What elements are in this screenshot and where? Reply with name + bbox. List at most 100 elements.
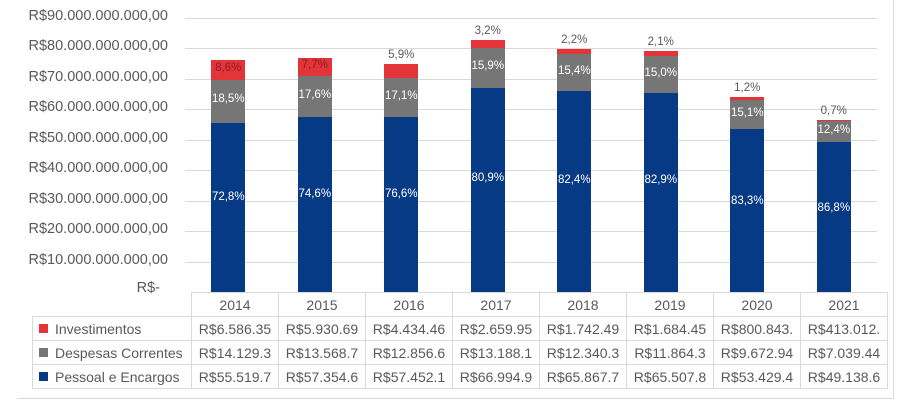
bar-segment-despesas-correntes-2019 (643, 56, 678, 93)
bar-segment-investimentos-2015 (297, 58, 332, 77)
bar-segment-pessoal-e-encargos-2014 (211, 122, 246, 292)
table-cell: R$5.930.69 (278, 316, 366, 341)
data-label: 18,5% (211, 93, 245, 106)
gridline (185, 18, 877, 19)
y-tick-label: R$80.000.000.000,00 (28, 38, 169, 55)
data-label: 15,1% (730, 106, 764, 119)
bar-segment-pessoal-e-encargos-2019 (643, 92, 678, 292)
gridline (185, 48, 877, 49)
bar-segment-pessoal-e-encargos-2017 (470, 88, 505, 292)
data-label: 74,6% (298, 187, 332, 200)
data-label: 2,1% (647, 36, 674, 49)
legend-label: Pessoal e Encargos (55, 368, 180, 385)
x-tick-label: 2021 (800, 292, 888, 317)
table-cell: R$49.138.6 (800, 364, 888, 389)
data-label: 15,9% (471, 59, 505, 72)
table-cell: R$13.188.1 (452, 340, 540, 365)
data-label: 15,0% (644, 66, 678, 79)
bar-segment-investimentos-2018 (557, 48, 592, 54)
y-tick-label: R$60.000.000.000,00 (28, 99, 169, 116)
y-tick-label: R$30.000.000.000,00 (28, 190, 169, 207)
legend-swatch (39, 324, 48, 334)
table-cell: R$1.742.49 (539, 316, 627, 341)
bar-segment-pessoal-e-encargos-2015 (297, 117, 332, 292)
table-row: Pessoal e Encargos R$55.519.7 R$57.354.6 R$… (32, 364, 888, 389)
bar-segment-despesas-correntes-2014 (211, 79, 246, 123)
table-cell: R$57.452.1 (365, 364, 453, 389)
table-cell: R$11.864.3 (626, 340, 714, 365)
table-cell: R$800.843. (713, 316, 801, 341)
legend-label: Despesas Correntes (55, 344, 183, 361)
gridline (185, 140, 877, 141)
table-row: Despesas Correntes R$14.129.3 R$13.568.7 R$… (32, 340, 888, 365)
table-cell: R$55.519.7 (191, 364, 279, 389)
table-cell: R$12.340.3 (539, 340, 627, 365)
data-label: 12,4% (817, 123, 851, 136)
bar-segment-despesas-correntes-2016 (384, 77, 419, 118)
y-tick-label: R$90.000.000.000,00 (28, 8, 169, 24)
data-label: 82,4% (557, 173, 591, 186)
legend-swatch (39, 348, 48, 358)
data-label: 82,9% (644, 174, 678, 187)
data-label: 7,7% (301, 59, 328, 72)
bar-segment-investimentos-2019 (643, 51, 678, 57)
chart-frame-right-border (893, 0, 894, 398)
table-corner (32, 292, 192, 317)
y-tick-label: R$20.000.000.000,00 (28, 221, 169, 238)
table-cell: R$65.507.8 (626, 364, 714, 389)
bar-segment-investimentos-2016 (384, 64, 419, 78)
table-cell: R$66.994.9 (452, 364, 540, 389)
gridline (185, 262, 877, 263)
bar-segment-despesas-correntes-2017 (470, 47, 505, 89)
table-cell: R$65.867.7 (539, 364, 627, 389)
y-tick-label: R$70.000.000.000,00 (28, 68, 169, 85)
gridline (185, 231, 877, 232)
bar-segment-investimentos-2017 (470, 39, 505, 48)
data-label: 86,8% (817, 201, 851, 214)
data-label: 17,6% (298, 88, 332, 101)
x-tick-label: 2018 (539, 292, 627, 317)
x-tick-label: 2020 (713, 292, 801, 317)
bar-segment-despesas-correntes-2020 (730, 99, 765, 130)
data-label: 0,7% (820, 104, 847, 117)
x-tick-label: 2017 (452, 292, 540, 317)
data-label: 8,6% (215, 61, 242, 74)
bar-segment-pessoal-e-encargos-2016 (384, 117, 419, 292)
data-label: 1,2% (734, 82, 761, 95)
data-label: 15,4% (557, 64, 591, 77)
legend-label: Investimentos (55, 320, 142, 337)
table-cell: R$53.429.4 (713, 364, 801, 389)
table-cell: R$13.568.7 (278, 340, 366, 365)
y-tick-label: R$50.000.000.000,00 (28, 129, 169, 146)
table-cell: R$9.672.94 (713, 340, 801, 365)
bar-segment-despesas-correntes-2021 (816, 120, 851, 143)
table-cell: R$4.434.46 (365, 316, 453, 341)
y-tick-label: R$10.000.000.000,00 (28, 251, 169, 268)
bar-segment-despesas-correntes-2018 (557, 53, 592, 92)
chart-frame-bottom-border (17, 398, 894, 399)
data-label: 76,6% (384, 187, 418, 200)
bar-segment-pessoal-e-encargos-2020 (730, 129, 765, 292)
data-label: 72,8% (211, 191, 245, 204)
bar-segment-investimentos-2020 (730, 97, 765, 100)
y-tick-label: R$40.000.000.000,00 (28, 160, 169, 177)
table-cell: R$12.856.6 (365, 340, 453, 365)
table-cell: R$1.684.45 (626, 316, 714, 341)
bar-segment-despesas-correntes-2015 (297, 76, 332, 118)
table-cell: R$6.586.35 (191, 316, 279, 341)
gridline (185, 79, 877, 80)
data-label: 17,1% (384, 89, 418, 102)
y-tick-label: R$- (136, 280, 160, 296)
data-label: 3,2% (474, 24, 501, 37)
data-label: 5,9% (388, 49, 415, 62)
gridline (185, 109, 877, 110)
gridline (185, 170, 877, 171)
legend-entry: Investimentos (32, 316, 192, 341)
legend-entry: Pessoal e Encargos (32, 364, 192, 389)
legend-entry: Despesas Correntes (32, 340, 192, 365)
x-tick-label: 2015 (278, 292, 366, 317)
table-row: Investimentos R$6.586.35 R$5.930.69 R$4.434… (32, 316, 888, 341)
legend-swatch (39, 372, 48, 382)
bar-segment-pessoal-e-encargos-2021 (816, 142, 851, 292)
x-tick-label: 2019 (626, 292, 714, 317)
